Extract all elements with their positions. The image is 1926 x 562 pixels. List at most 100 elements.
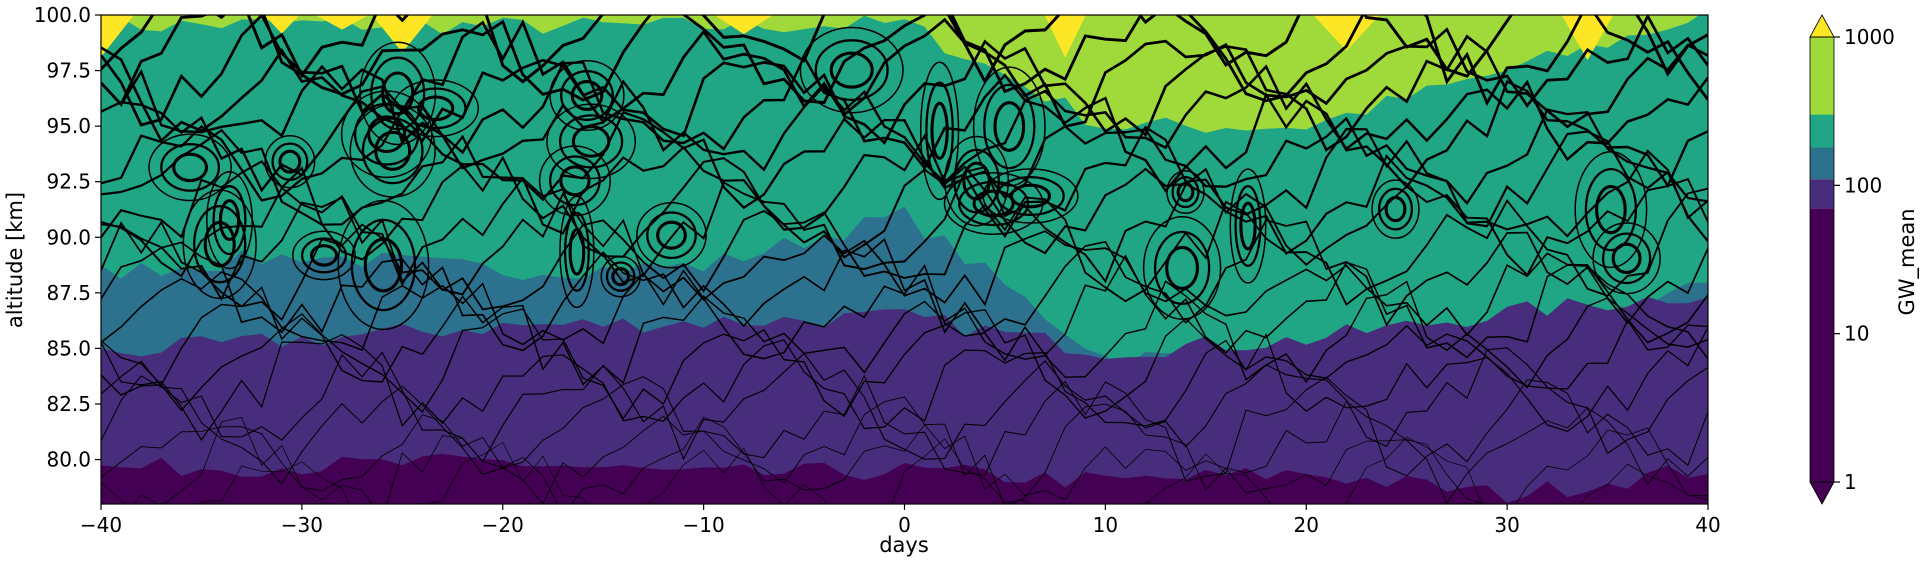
contour-loop xyxy=(944,135,1010,227)
x-axis: −40 −30 −20 −10 0 10 20 30 40 xyxy=(80,504,1721,537)
contour-loop xyxy=(605,261,636,292)
contour-line xyxy=(101,308,1708,420)
contour-loop xyxy=(193,205,247,284)
contour-loop xyxy=(300,237,348,274)
contour-loop xyxy=(1595,184,1627,235)
contour-loop xyxy=(1009,183,1052,209)
contour-loop xyxy=(563,211,590,292)
contour-line xyxy=(101,396,1708,504)
colorbar-extend-min xyxy=(1809,481,1835,505)
contour-loop xyxy=(350,218,417,312)
x-tick-label: −30 xyxy=(281,513,323,537)
colorbar: 1 10 100 1000 xyxy=(1809,14,1895,505)
contour-loop xyxy=(172,152,209,183)
x-tick-label: −10 xyxy=(683,513,725,537)
colorbar-label: GW_mean xyxy=(1895,208,1920,315)
contour-line xyxy=(101,107,1708,210)
band-fill xyxy=(372,15,433,53)
y-tick-label: 80.0 xyxy=(46,448,91,472)
contour-loop xyxy=(264,135,316,189)
colorbar-segment xyxy=(1810,147,1834,180)
band-fill xyxy=(264,15,300,34)
y-tick-label: 87.5 xyxy=(46,281,91,305)
contour-loop xyxy=(646,211,697,260)
contour-loop xyxy=(558,114,624,169)
contour-loop xyxy=(1142,215,1222,320)
contour-loop xyxy=(958,180,1030,227)
contour-loop xyxy=(1611,242,1642,274)
contour-loop xyxy=(218,199,241,242)
x-tick-label: −20 xyxy=(482,513,524,537)
band-fill xyxy=(1313,15,1380,51)
colorbar-tick-label: 100 xyxy=(1844,173,1882,197)
band-fill xyxy=(101,15,134,57)
contour-loop xyxy=(148,133,232,202)
colorbar-tick-label: 1000 xyxy=(1844,25,1895,49)
contour-loop xyxy=(571,125,611,158)
contour-loop xyxy=(212,185,247,256)
contour-loop xyxy=(962,161,991,201)
y-axis-label: altitude [km] xyxy=(3,192,27,328)
contour-loop xyxy=(925,81,954,181)
contour-loop xyxy=(972,66,1046,187)
contour-line xyxy=(101,218,1708,327)
contour-loop xyxy=(1592,222,1661,295)
contour-loop xyxy=(560,70,614,121)
contour-loop xyxy=(799,26,904,114)
contour-loop xyxy=(943,172,1044,235)
contour-loop xyxy=(814,39,889,102)
y-tick-label: 90.0 xyxy=(46,225,91,249)
contour-loop xyxy=(292,230,356,281)
contour-loop xyxy=(568,227,586,276)
contour-line xyxy=(133,416,1708,504)
contour-loop xyxy=(374,130,412,171)
contour-loop xyxy=(1229,168,1267,284)
contour-line xyxy=(101,187,1708,307)
contour-line xyxy=(101,79,1708,193)
y-tick-label: 92.5 xyxy=(46,170,91,194)
y-axis: 80.0 82.5 85.0 87.5 90.0 92.5 95.0 97.5 100.0 xyxy=(34,3,101,472)
band-fill xyxy=(101,453,1708,504)
plot-area xyxy=(101,15,1708,504)
x-tick-label: 20 xyxy=(1294,513,1319,537)
contour-line xyxy=(101,15,1708,128)
x-tick-label: 0 xyxy=(898,513,911,537)
contour-line xyxy=(101,280,1708,396)
y-tick-label: 85.0 xyxy=(46,336,91,360)
y-tick-label: 97.5 xyxy=(46,59,91,83)
colorbar-tick-label: 1 xyxy=(1844,470,1857,494)
contour-loop xyxy=(206,170,253,270)
contour-loop xyxy=(919,61,960,201)
x-tick-label: 10 xyxy=(1093,513,1118,537)
contour-loop xyxy=(983,83,1036,170)
contour-loop xyxy=(271,142,309,181)
contour-loop xyxy=(829,51,874,89)
y-tick-label: 95.0 xyxy=(46,114,91,138)
contour-line xyxy=(101,347,1708,463)
contour-loop xyxy=(1371,179,1420,239)
colorbar-tick-label: 10 xyxy=(1844,322,1869,346)
contour-line xyxy=(101,254,1708,362)
contour-loop xyxy=(367,115,407,154)
colorbar-frame xyxy=(1809,36,1835,483)
colorbar-extend-max xyxy=(1809,14,1835,38)
contour-loop xyxy=(1176,182,1195,203)
contour-loop xyxy=(1377,187,1414,231)
contour-line xyxy=(101,437,1708,504)
contour-loop xyxy=(359,41,437,146)
x-tick-label: −40 xyxy=(80,513,122,537)
contour-loop xyxy=(1153,230,1211,305)
x-tick-label: 40 xyxy=(1695,513,1720,537)
contour-loop xyxy=(309,244,339,267)
band-fill xyxy=(714,15,773,35)
contour-loop xyxy=(1601,232,1652,285)
contour-loop xyxy=(404,87,467,130)
contour-loop xyxy=(549,155,601,207)
contour-loop xyxy=(1584,167,1638,252)
contour-loop xyxy=(1165,245,1200,290)
contour-loop xyxy=(160,143,221,192)
colorbar-segment xyxy=(1810,37,1834,115)
contour-loop xyxy=(559,165,591,197)
contour-loop xyxy=(600,255,641,298)
